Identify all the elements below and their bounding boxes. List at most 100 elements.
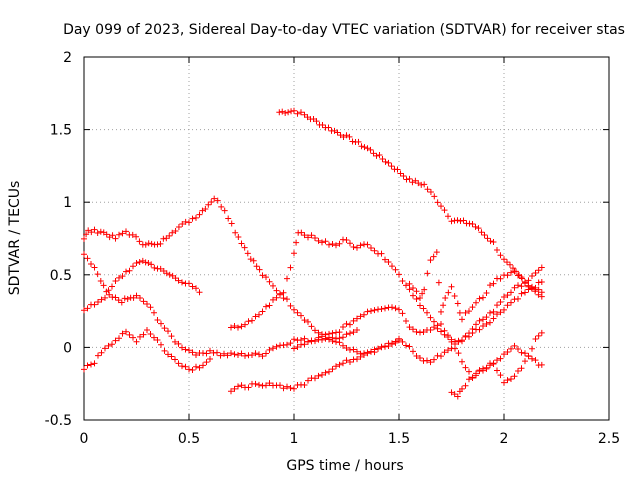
data-point: [133, 338, 140, 345]
data-point: [472, 223, 479, 230]
data-point: [487, 238, 494, 245]
data-point: [441, 349, 448, 356]
data-point: [172, 356, 178, 363]
data-point: [282, 109, 289, 116]
data-point: [154, 337, 161, 344]
data-point: [98, 349, 105, 356]
data-point: [518, 274, 525, 281]
data-point: [133, 233, 140, 240]
data-point: [394, 166, 401, 173]
data-series: [448, 329, 545, 400]
data-point: [476, 295, 483, 302]
data-point: [165, 328, 171, 335]
data-point: [361, 144, 368, 151]
data-point: [205, 201, 212, 208]
data-point: [169, 229, 176, 236]
data-point: [469, 325, 476, 332]
data-point: [263, 303, 269, 310]
data-point: [147, 331, 154, 338]
data-point: [364, 308, 371, 315]
x-axis-label: GPS time / hours: [286, 458, 403, 474]
data-point: [211, 195, 218, 202]
data-point: [186, 347, 192, 354]
data-point: [235, 383, 241, 390]
data-point: [91, 360, 98, 367]
data-point: [179, 279, 185, 286]
data-point: [109, 341, 115, 348]
data-point: [515, 367, 521, 374]
data-point: [252, 350, 259, 357]
data-point: [322, 331, 329, 338]
data-point: [97, 278, 104, 285]
data-point: [148, 261, 155, 268]
data-point: [421, 286, 428, 293]
data-point: [193, 214, 199, 221]
data-point: [294, 309, 301, 316]
data-point: [466, 376, 472, 383]
data-point: [459, 358, 465, 365]
data-point: [445, 213, 451, 220]
data-point: [392, 266, 399, 273]
data-point: [403, 317, 409, 324]
data-point: [385, 259, 392, 266]
data-point: [315, 372, 322, 379]
data-point: [473, 299, 479, 306]
data-point: [410, 284, 416, 291]
data-point: [166, 271, 173, 278]
data-point: [431, 318, 437, 325]
data-point: [189, 367, 196, 374]
data-point: [483, 290, 490, 297]
data-point: [123, 228, 129, 235]
data-point: [511, 284, 518, 291]
data-point: [497, 298, 504, 305]
data-series: [81, 327, 213, 374]
data-point: [256, 311, 262, 318]
data-point: [231, 351, 238, 358]
data-point: [291, 306, 297, 313]
x-tick-label: 1: [290, 431, 299, 447]
data-point: [511, 268, 518, 275]
data-point: [431, 356, 437, 363]
data-point: [535, 286, 542, 293]
data-point: [522, 358, 528, 365]
data-point: [454, 393, 461, 400]
data-point: [430, 253, 437, 260]
data-point: [305, 318, 311, 325]
data-point: [371, 346, 378, 353]
data-point: [413, 353, 420, 360]
data-point: [451, 391, 458, 398]
data-point: [421, 181, 428, 188]
data-point: [319, 122, 326, 129]
data-point: [462, 364, 469, 371]
data-point: [354, 244, 360, 251]
data-point: [221, 207, 228, 214]
data-point: [284, 275, 290, 282]
data-point: [244, 250, 251, 257]
data-point: [287, 385, 294, 392]
data-point: [312, 327, 318, 334]
data-point: [361, 311, 367, 318]
data-point: [406, 324, 413, 331]
data-point: [340, 334, 346, 341]
data-point: [154, 316, 161, 323]
data-point: [298, 109, 304, 116]
data-point: [336, 339, 343, 346]
data-point: [179, 363, 185, 370]
data-point: [102, 294, 108, 301]
data-point: [334, 129, 341, 136]
data-point: [97, 228, 104, 235]
data-point: [326, 330, 332, 337]
data-point: [189, 215, 196, 222]
data-point: [357, 242, 364, 249]
data-point: [333, 338, 339, 345]
data-point: [518, 283, 525, 290]
data-point: [343, 320, 350, 327]
data-point: [319, 371, 325, 378]
data-point: [179, 220, 186, 227]
data-point: [259, 353, 266, 360]
data-point: [161, 347, 168, 354]
data-point: [291, 385, 297, 392]
data-point: [462, 332, 469, 339]
data-point: [427, 359, 434, 366]
data-point: [504, 292, 511, 299]
